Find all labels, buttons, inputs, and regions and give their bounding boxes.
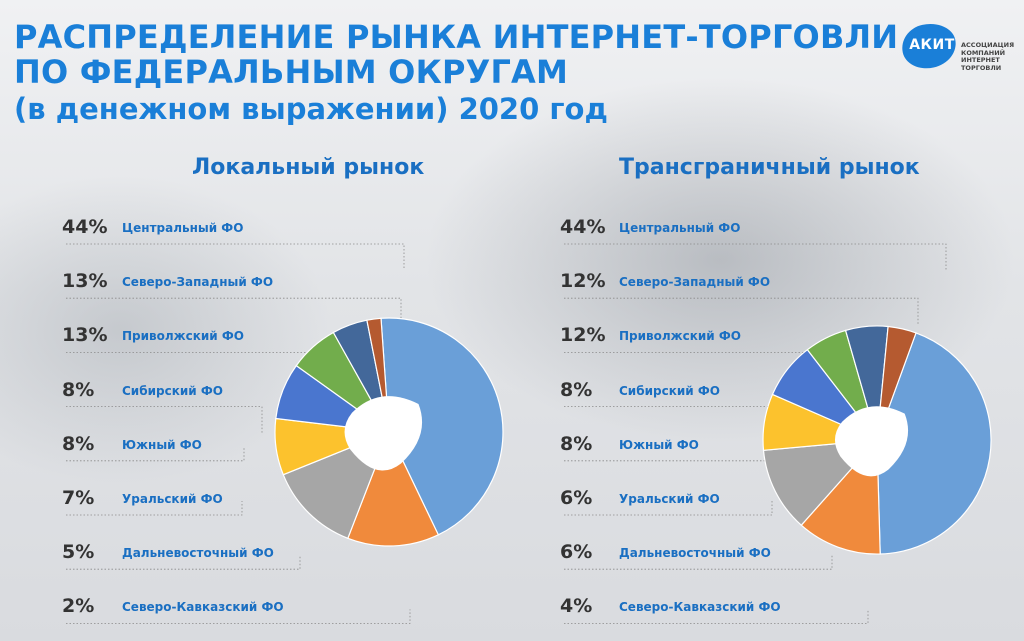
chart-title-0: Локальный рынок [192,155,425,180]
pct-label-1-6: 6% [560,541,593,564]
leader-line-1-0 [564,243,947,270]
pct-label-1-4: 8% [560,432,593,455]
leader-line-0-3 [66,406,263,433]
pct-label-0-6: 5% [62,541,95,564]
pct-label-1-3: 8% [560,378,593,401]
logo-caption-line: КОМПАНИЙ [961,48,1006,57]
title-line-1: РАСПРЕДЕЛЕНИЕ РЫНКА ИНТЕРНЕТ-ТОРГОВЛИ [14,18,899,56]
region-label-1-7: Северо-Кавказский ФО [619,600,781,615]
leader-line-0-7 [66,609,411,624]
pie-slice-0-1 [347,430,440,547]
region-label-0-3: Сибирский ФО [122,383,223,398]
region-label-1-6: Дальневосточный ФО [619,546,771,561]
leader-line-1-4 [564,446,771,462]
pct-label-0-7: 2% [62,595,95,618]
logo-caption-line: ТОРГОВЛИ [961,63,1002,72]
leader-line-1-6 [564,555,833,570]
region-label-0-0: Центральный ФО [122,221,244,235]
leader-line-1-3 [564,406,782,433]
pie-slice-0-0 [380,317,504,536]
region-label-1-4: Южный ФО [619,437,699,452]
pct-label-1-7: 4% [560,595,593,618]
leader-line-1-5 [564,501,773,516]
region-label-0-6: Дальневосточный ФО [122,546,274,561]
pct-label-0-0: 44% [62,216,108,238]
leader-line-0-0 [66,243,405,270]
chart-title-1: Трансграничный рынок [619,155,920,180]
pct-label-0-1: 13% [62,270,108,293]
pct-label-1-0: 44% [560,216,606,238]
pct-label-0-4: 8% [62,432,95,455]
leader-line-0-5 [66,501,243,516]
logo-caption: АССОЦИАЦИЯ КОМПАНИЙ ИНТЕРНЕТ ТОРГОВЛИ [961,41,1021,72]
region-label-0-4: Южный ФО [122,437,202,452]
title-line-3: (в денежном выражении) 2020 год [14,92,608,126]
logo-caption-line: ИНТЕРНЕТ [961,56,1000,64]
leader-line-0-6 [66,555,301,570]
pie-center-hole-1 [834,406,909,477]
pct-label-1-5: 6% [560,487,593,509]
region-label-0-1: Северо-Западный ФО [122,275,274,290]
page-title: РАСПРЕДЕЛЕНИЕ РЫНКА ИНТЕРНЕТ-ТОРГОВЛИ ПО… [14,18,899,128]
region-label-1-0: Центральный ФО [619,221,741,235]
pct-label-1-2: 12% [560,324,606,347]
pct-label-0-3: 8% [62,378,95,401]
leader-line-0-1 [66,297,402,325]
region-label-0-7: Северо-Кавказский ФО [122,600,284,615]
leader-line-1-7 [564,609,869,624]
title-line-2: ПО ФЕДЕРАЛЬНЫМ ОКРУГАМ [14,53,569,91]
region-label-0-2: Приволжский ФО [122,329,244,344]
pct-label-0-2: 13% [62,324,108,347]
pct-label-0-5: 7% [62,487,95,509]
region-label-0-5: Уральский ФО [122,492,223,506]
leader-line-0-4 [66,446,245,462]
leader-line-1-1 [564,297,919,325]
pct-label-1-1: 12% [560,270,606,293]
logo-caption-line: АССОЦИАЦИЯ [961,41,1015,49]
region-label-1-3: Сибирский ФО [619,383,720,398]
region-label-1-5: Уральский ФО [619,492,720,506]
region-label-1-2: Приволжский ФО [619,329,741,344]
pie-slice-1-0 [876,332,992,555]
pie-center-hole-0 [344,396,423,471]
region-label-1-1: Северо-Западный ФО [619,275,771,290]
akit-logo: АКИТ АССОЦИАЦИЯ КОМПАНИЙ ИНТЕРНЕТ ТОРГОВ… [898,18,1014,76]
logo-text: АКИТ [909,37,955,53]
